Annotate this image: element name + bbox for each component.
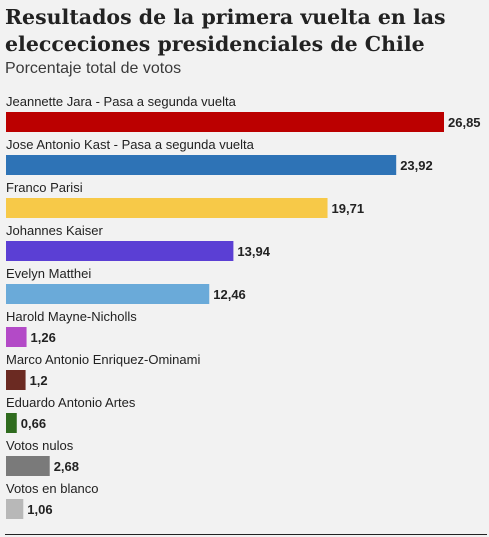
category-label: Evelyn Matthei — [6, 266, 91, 281]
bar — [6, 413, 17, 433]
bar — [6, 499, 24, 519]
category-label: Harold Mayne-Nicholls — [6, 309, 137, 324]
bar — [6, 284, 210, 304]
bar — [6, 155, 397, 175]
value-label: 13,94 — [237, 244, 270, 259]
category-label: Eduardo Antonio Artes — [6, 395, 136, 410]
bar — [6, 327, 27, 347]
value-label: 26,85 — [448, 115, 481, 130]
value-label: 19,71 — [332, 201, 365, 216]
value-label: 0,66 — [21, 416, 46, 431]
bar — [6, 370, 26, 390]
chart-subtitle: Porcentaje total de votos — [5, 60, 182, 77]
bar — [6, 241, 234, 261]
bar — [6, 456, 50, 476]
chart-title: Resultados de la primera vuelta en las e… — [5, 5, 446, 56]
category-label: Jose Antonio Kast - Pasa a segunda vuelt… — [6, 137, 255, 152]
bar — [6, 112, 444, 132]
category-label: Votos en blanco — [6, 481, 99, 496]
bar — [6, 198, 328, 218]
category-label: Votos nulos — [6, 438, 74, 453]
category-label: Franco Parisi — [6, 180, 83, 195]
category-label: Johannes Kaiser — [6, 223, 104, 238]
value-label: 12,46 — [213, 287, 246, 302]
category-label: Jeannette Jara - Pasa a segunda vuelta — [6, 94, 237, 109]
bottom-rule — [5, 534, 487, 535]
value-label: 2,68 — [54, 459, 79, 474]
category-label: Marco Antonio Enriquez-Ominami — [6, 352, 200, 367]
value-label: 1,06 — [27, 502, 52, 517]
value-label: 23,92 — [400, 158, 433, 173]
value-label: 1,26 — [31, 330, 56, 345]
value-label: 1,2 — [30, 373, 48, 388]
